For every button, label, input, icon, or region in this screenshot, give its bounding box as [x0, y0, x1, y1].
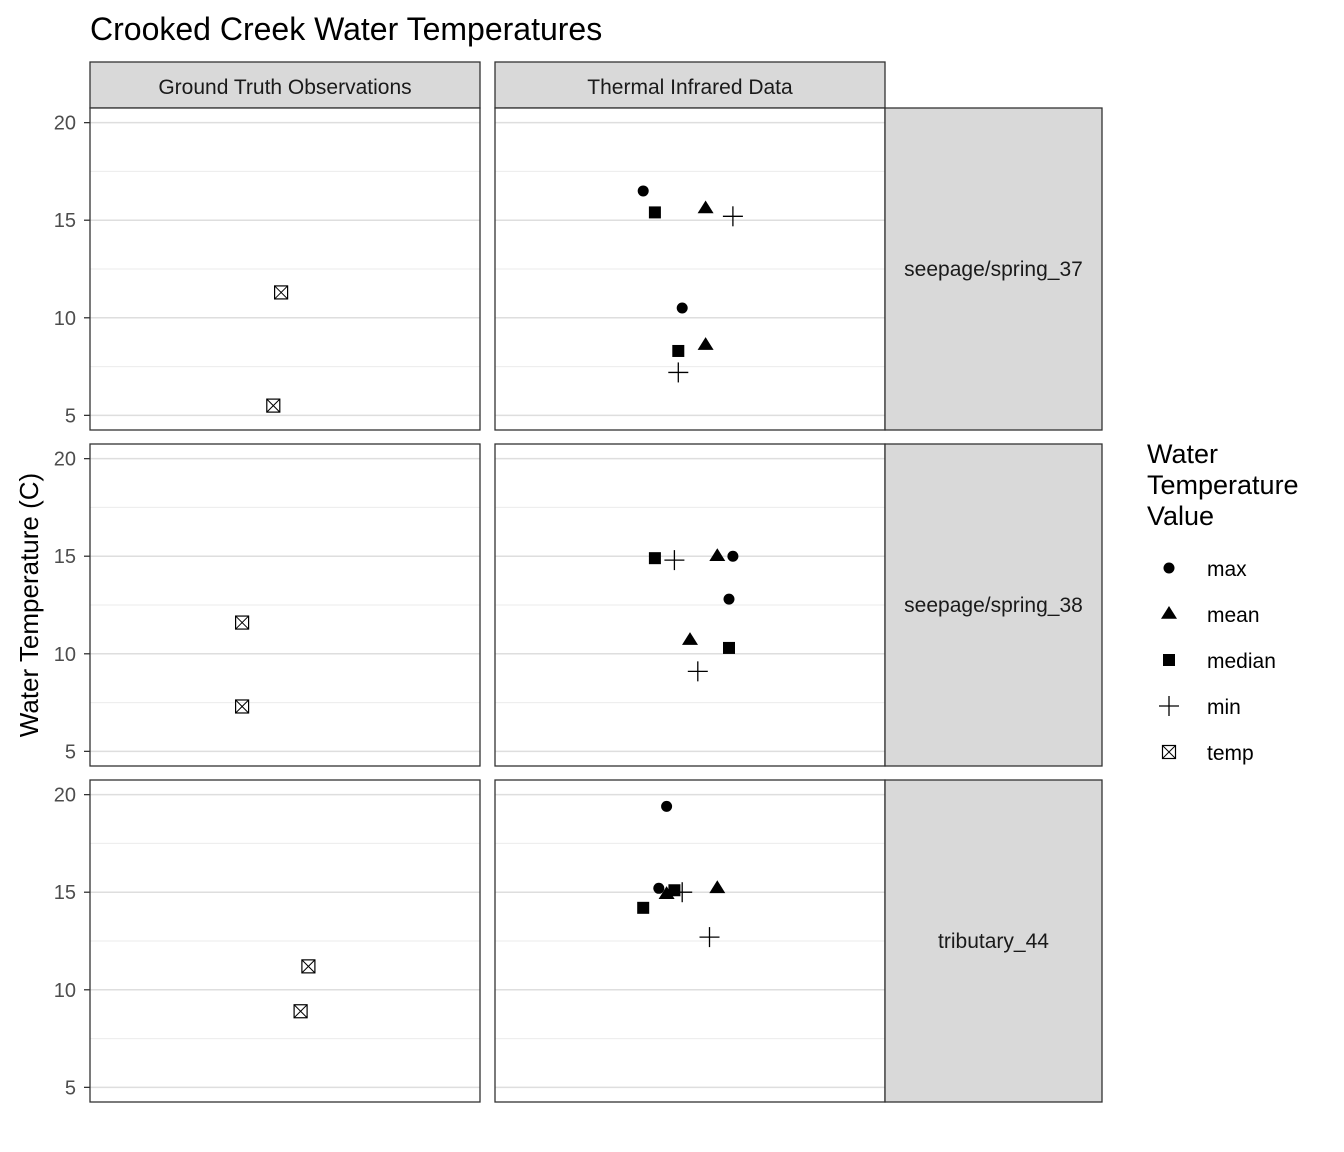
data-point-max: [653, 882, 665, 894]
row-strip-0: [884, 107, 1103, 431]
legend-label: min: [1207, 696, 1241, 719]
column-strip-label: Thermal Infrared Data: [587, 76, 793, 99]
legend-item-median: median: [1163, 650, 1276, 673]
row-strip-2: [884, 779, 1103, 1103]
legend-title-line: Temperature: [1147, 470, 1299, 500]
row-strip-1: [884, 443, 1103, 767]
y-tick-label: 10: [54, 308, 76, 330]
column-strip-1: [494, 61, 886, 109]
legend-label: mean: [1207, 604, 1260, 627]
legend-item-max: max: [1163, 558, 1247, 581]
panel-border: [89, 443, 481, 767]
chart-title: Crooked Creek Water Temperatures: [90, 11, 602, 47]
data-point-median: [668, 884, 681, 897]
column-strip-0: [89, 61, 481, 109]
data-point-max: [637, 185, 649, 197]
data-point-median: [648, 552, 661, 565]
legend-key-mean: [1161, 606, 1177, 619]
row-strip-label: tributary_44: [938, 930, 1049, 953]
data-point-median: [637, 901, 650, 914]
legend-key-min: [1159, 696, 1179, 716]
y-axis-label: Water Temperature (C): [14, 473, 44, 737]
y-tick-label: 10: [54, 644, 76, 666]
legend-item-mean: mean: [1161, 604, 1260, 627]
data-point-max: [727, 550, 739, 562]
panel-1-1: [494, 443, 886, 767]
facet-panels: Ground Truth Observations Thermal Infrare…: [54, 61, 1103, 1103]
panel-2-1: [494, 779, 886, 1103]
panel-0-0: [89, 107, 481, 431]
legend-key-temp: [1161, 744, 1177, 760]
data-point-temp: [235, 699, 250, 714]
data-point-mean: [697, 200, 714, 214]
panel-1-0: [89, 443, 481, 767]
y-tick-label: 15: [54, 546, 76, 568]
y-tick-label: 20: [54, 449, 76, 471]
data-point-temp: [274, 285, 289, 300]
y-tick-label: 20: [54, 785, 76, 807]
legend-item-min: min: [1159, 696, 1241, 719]
row-strip-label: seepage/spring_38: [904, 594, 1083, 617]
y-tick-label: 5: [65, 405, 76, 427]
data-point-min: [668, 362, 689, 383]
data-point-median: [723, 641, 735, 654]
y-tick-label: 15: [54, 882, 76, 904]
panel-border: [89, 779, 481, 1103]
y-tick-label: 10: [54, 980, 76, 1002]
data-point-temp: [293, 1004, 308, 1019]
data-point-min: [687, 661, 708, 682]
legend-label: temp: [1207, 742, 1254, 765]
legend-label: median: [1207, 650, 1276, 673]
data-point-temp: [301, 959, 316, 974]
data-point-median: [648, 206, 661, 219]
panel-0-1: [494, 107, 886, 431]
data-point-max: [723, 593, 735, 605]
data-point-median: [672, 344, 685, 357]
legend-label: max: [1207, 558, 1247, 581]
y-tick-label: 15: [54, 210, 76, 232]
panel-2-0: [89, 779, 481, 1103]
data-point-min: [672, 882, 693, 903]
column-strip-label: Ground Truth Observations: [158, 76, 411, 99]
legend-item-temp: temp: [1161, 742, 1254, 765]
legend-key-median: [1163, 654, 1175, 666]
legend-title-line: Water: [1147, 439, 1218, 469]
data-point-mean: [697, 337, 714, 350]
panel-border: [89, 107, 481, 431]
data-point-max: [676, 302, 688, 314]
data-point-mean: [682, 632, 698, 645]
y-tick-label: 5: [65, 741, 76, 763]
data-point-temp: [235, 615, 250, 630]
data-point-mean: [709, 880, 726, 894]
row-strip-label: seepage/spring_37: [904, 258, 1083, 281]
y-tick-label: 5: [65, 1077, 76, 1099]
legend-title-line: Value: [1147, 501, 1214, 531]
y-tick-label: 20: [54, 113, 76, 135]
data-point-mean: [709, 548, 726, 562]
data-point-max: [661, 800, 673, 812]
data-point-min: [699, 927, 720, 948]
data-point-min: [664, 550, 685, 571]
legend-key-max: [1163, 562, 1175, 574]
data-point-min: [722, 206, 743, 227]
data-point-temp: [266, 398, 281, 413]
